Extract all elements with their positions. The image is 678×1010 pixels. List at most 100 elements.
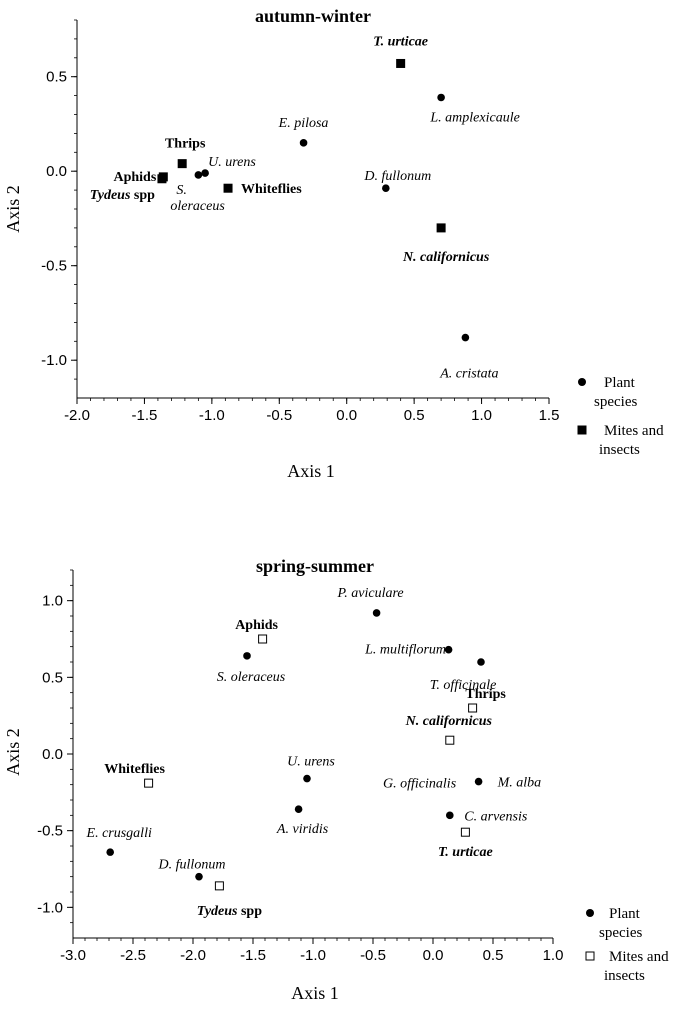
y-tick-label: -1.0: [41, 352, 67, 369]
legend-marker-mites: [585, 951, 595, 961]
point-p-aviculare: [372, 609, 381, 617]
x-tick-label: -1.5: [131, 407, 157, 424]
point-t-officinale: [477, 658, 485, 666]
label-m-alba: M. alba: [497, 776, 542, 791]
y-axis-label: Axis 2: [3, 728, 23, 776]
y-tick-label: -0.5: [41, 258, 67, 275]
y-tick-label: -1.0: [37, 899, 63, 916]
x-tick-label: -0.5: [266, 407, 292, 424]
legend: Plant species Mites and insects: [577, 375, 664, 458]
label-whiteflies: Whiteflies: [241, 182, 302, 197]
x-tick-label: -1.0: [300, 947, 326, 964]
point-tydeus-spp: [157, 174, 167, 184]
label-t-urticae: T. urticae: [373, 34, 428, 49]
legend: Plant species Mites and insects: [585, 906, 669, 984]
x-tick-label: 0.0: [423, 947, 444, 964]
point-thrips: [468, 703, 478, 713]
x-tick-label: 1.0: [543, 947, 564, 964]
y-tick-label: -0.5: [37, 823, 63, 840]
label-n-californicus: N. californicus: [405, 714, 493, 729]
point-d-fullonum: [382, 184, 390, 193]
label-thrips: Thrips: [465, 687, 506, 702]
legend-label-plant: Plant species: [599, 906, 642, 941]
x-axis-label: Axis 1: [291, 983, 339, 1003]
label-g-officinalis: G. officinalis: [383, 777, 457, 792]
label-u-urens: U. urens: [287, 755, 335, 770]
y-tick-label: 0.5: [42, 669, 63, 686]
point-n-californicus: [436, 223, 446, 233]
point-whiteflies: [144, 778, 154, 788]
label-thrips: Thrips: [165, 137, 206, 152]
label-a-cristata: A. cristata: [439, 367, 498, 382]
label-a-viridis: A. viridis: [276, 822, 329, 837]
legend-marker-plant: [578, 378, 586, 386]
panel-spring-summer: spring-summer -3.0 -2.5 -2.0 -1.5 -1.0 -0.5 0.0…: [3, 556, 669, 1003]
label-c-arvensis: C. arvensis: [464, 809, 528, 824]
point-d-fullonum: [195, 872, 203, 881]
label-d-fullonum: D. fullonum: [363, 169, 431, 184]
x-tick-label: -1.5: [240, 947, 266, 964]
point-t-urticae: [460, 827, 470, 837]
label-l-amplexicaule: L. amplexicaule: [429, 110, 519, 125]
y-axis-label: Axis 2: [3, 185, 23, 233]
label-s-oleraceus: S. oleraceus: [217, 670, 286, 685]
x-axis-label: Axis 1: [287, 461, 335, 481]
legend-label-plant: Plant species: [594, 375, 637, 410]
label-whiteflies: Whiteflies: [104, 762, 165, 777]
point-e-crusgalli: [106, 848, 114, 856]
label-p-aviculare: P. aviculare: [337, 586, 404, 601]
y-tick-label: 0.5: [46, 69, 67, 86]
label-s-oleraceus: S. oleraceus: [170, 183, 225, 214]
point-l-amplexicaule: [437, 93, 445, 102]
label-t-officinale: T. officinale: [430, 678, 497, 693]
point-l-multiflorum: [444, 645, 453, 654]
x-tick-label: 0.5: [483, 947, 504, 964]
y-tick-label: 1.0: [42, 593, 63, 610]
chart-title: spring-summer: [256, 556, 374, 576]
x-tick-label: -3.0: [60, 947, 86, 964]
point-s-oleraceus: [243, 652, 251, 660]
point-aphids: [258, 634, 268, 644]
label-d-fullonum: D. fullonum: [158, 858, 226, 873]
point-n-californicus: [445, 735, 455, 745]
legend-label-mites: Mites and insects: [599, 423, 664, 458]
point-c-arvensis: [446, 811, 454, 820]
label-tydeus-spp: Tydeus spp: [90, 188, 155, 203]
x-tick-label: -2.0: [180, 947, 206, 964]
label-u-urens: U. urens: [208, 155, 256, 170]
label-l-multiflorum: L. multiflorum: [364, 643, 446, 658]
point-a-viridis: [294, 805, 303, 813]
panel-autumn-winter: autumn-winter -2.0 -1.5 -1.0 -0.5 0.0 0.5 1.0 1.…: [3, 6, 664, 481]
x-tick-label: -1.0: [199, 407, 225, 424]
point-m-alba: [474, 777, 483, 786]
point-whiteflies: [223, 183, 233, 193]
legend-label-mites: Mites and insects: [604, 949, 669, 984]
label-e-pilosa: E. pilosa: [278, 116, 329, 131]
x-tick-label: -2.0: [64, 407, 90, 424]
x-tick-label: 0.5: [404, 407, 425, 424]
point-s-oleraceus: [194, 171, 203, 179]
point-tydeus-spp: [214, 881, 224, 891]
point-thrips: [177, 159, 187, 169]
chart-title: autumn-winter: [255, 6, 371, 26]
point-u-urens: [201, 169, 209, 177]
x-tick-label: -2.5: [120, 947, 146, 964]
point-u-urens: [303, 774, 311, 783]
x-tick-label: -0.5: [360, 947, 386, 964]
label-tydeus-spp: Tydeus spp: [197, 904, 262, 919]
point-e-pilosa: [299, 139, 308, 147]
label-t-urticae: T. urticae: [438, 845, 493, 860]
point-t-urticae: [396, 58, 406, 68]
point-a-cristata: [461, 333, 470, 342]
label-e-crusgalli: E. crusgalli: [86, 826, 152, 841]
x-tick-label: 1.0: [471, 407, 492, 424]
label-aphids: Aphids: [113, 170, 156, 185]
label-n-californicus: N. californicus: [402, 250, 490, 265]
x-tick-label: 0.0: [336, 407, 357, 424]
legend-marker-mites: [577, 425, 587, 435]
label-aphids: Aphids: [235, 618, 278, 633]
x-tick-label: 1.5: [539, 407, 560, 424]
y-tick-label: 0.0: [42, 746, 63, 763]
y-tick-label: 0.0: [46, 163, 67, 180]
